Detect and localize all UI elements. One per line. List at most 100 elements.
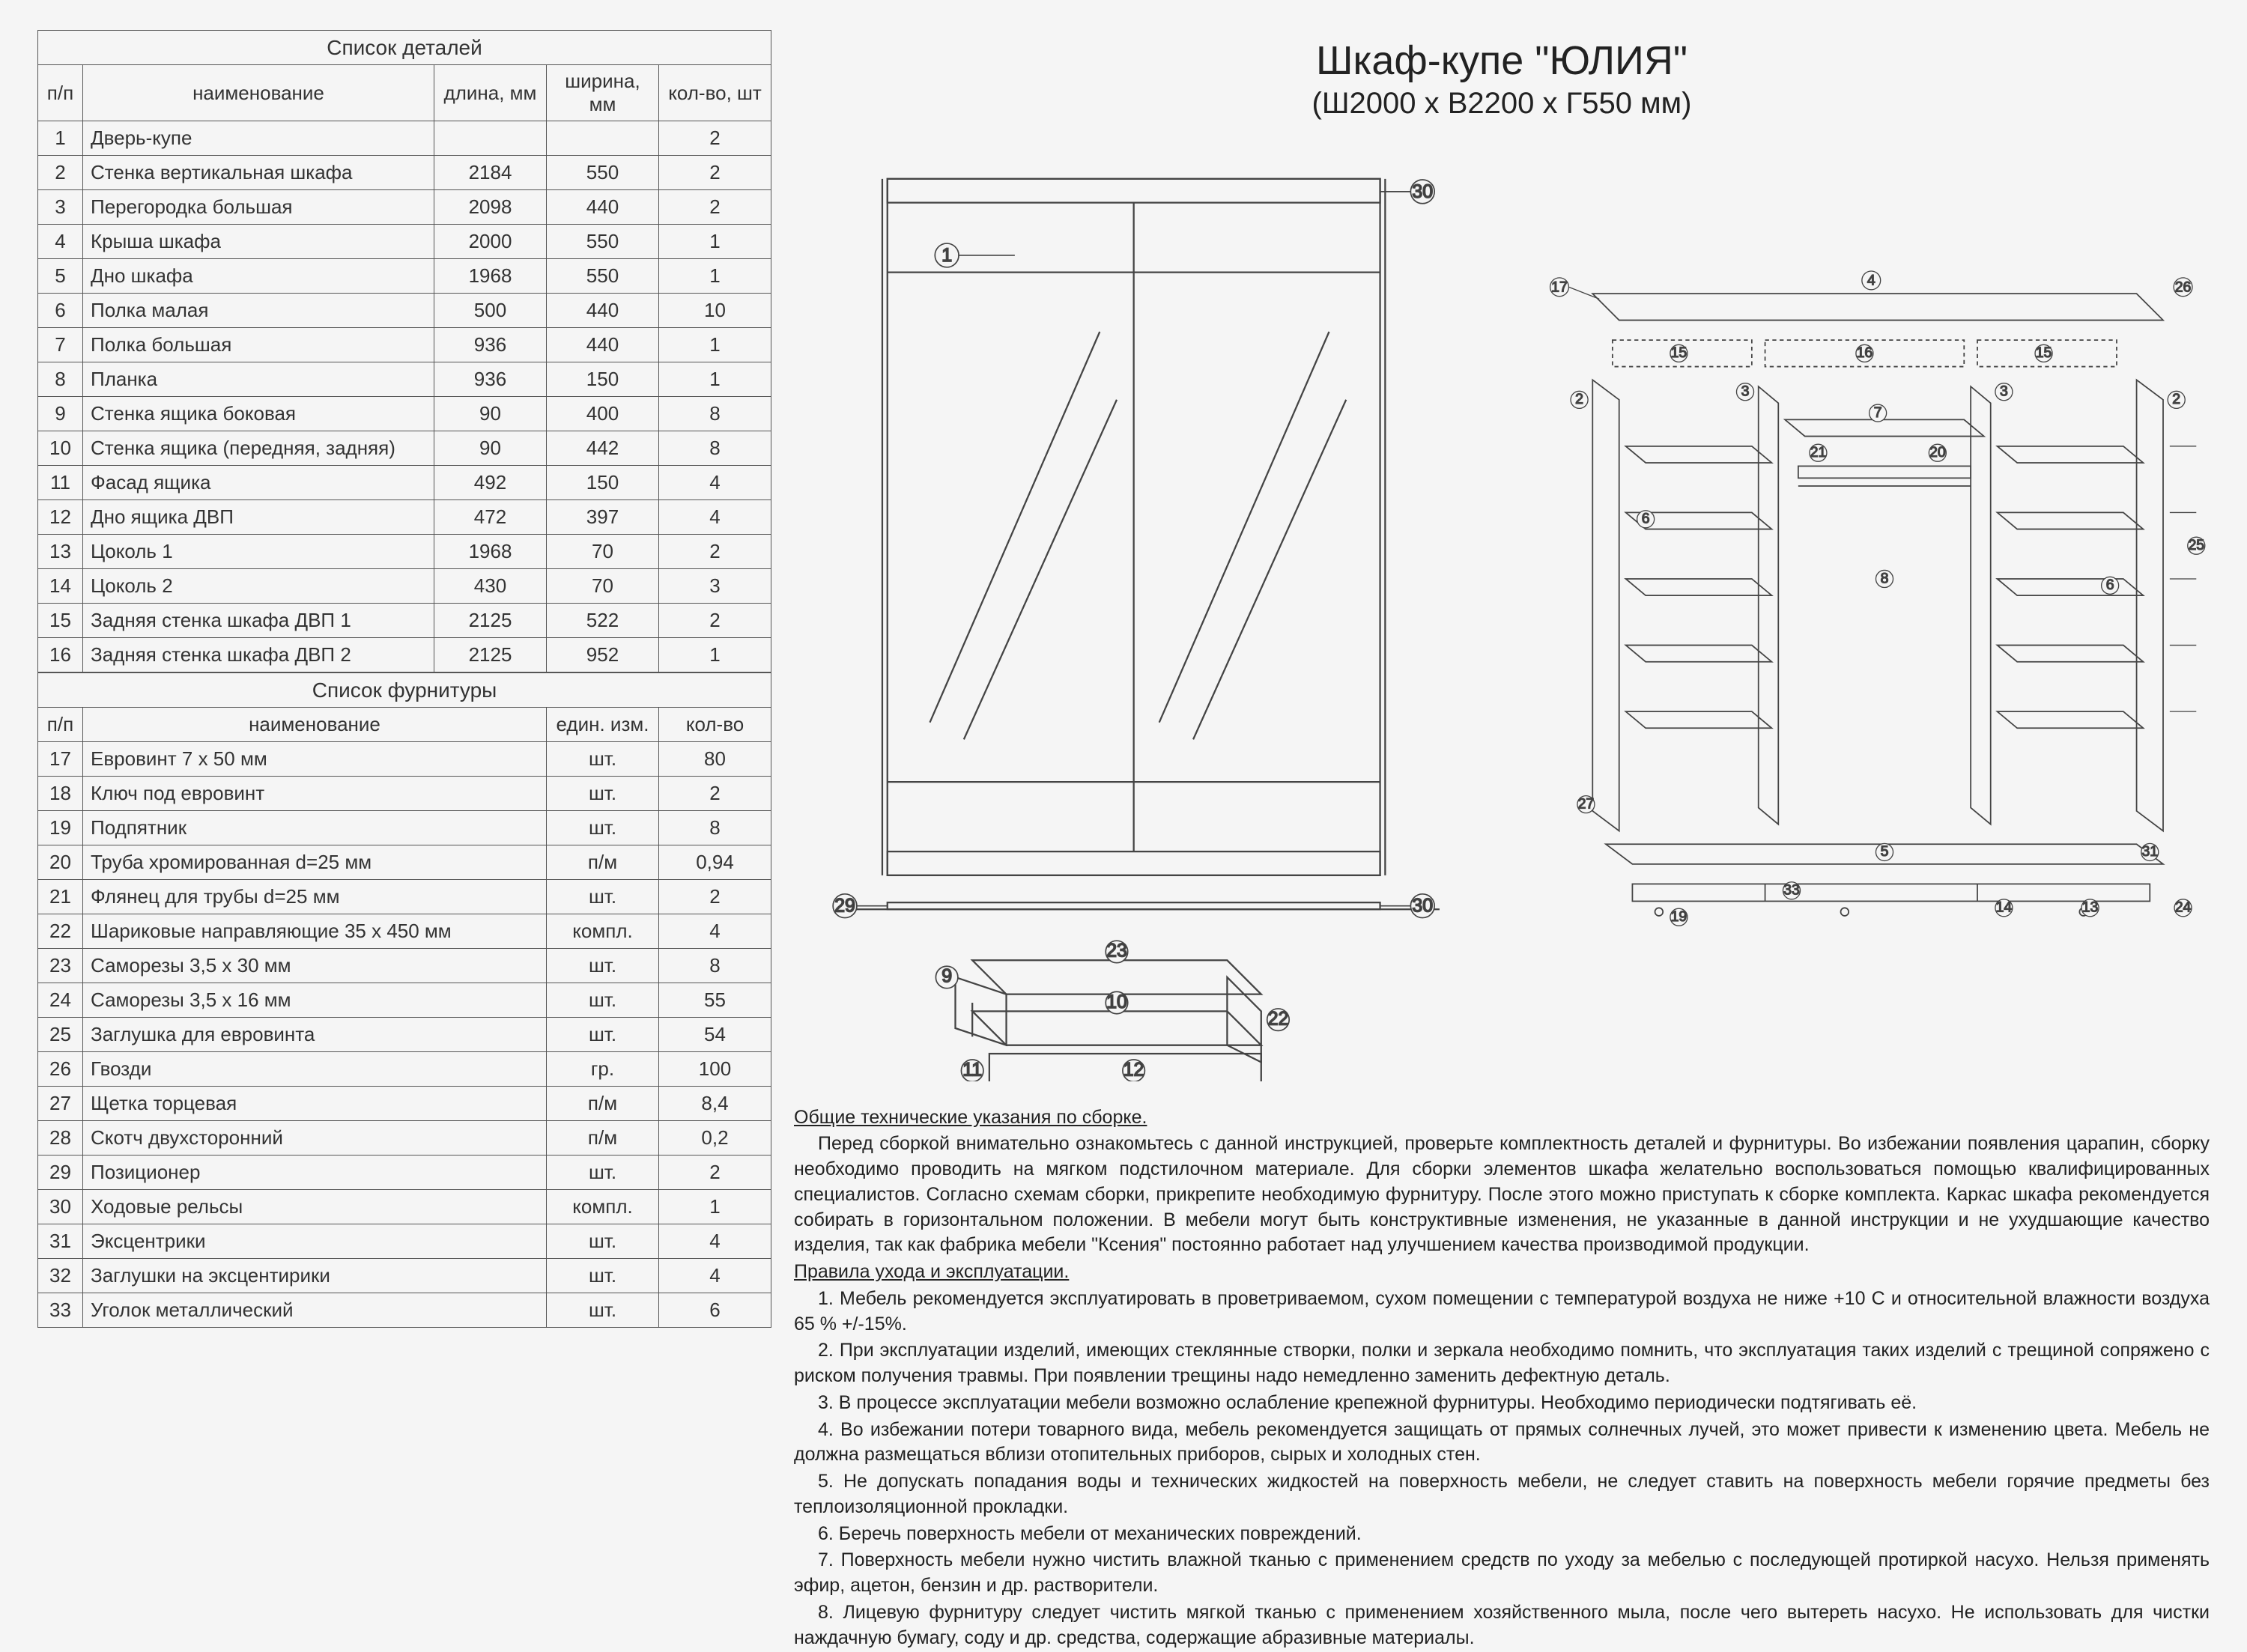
cell-len: 472 <box>434 500 547 535</box>
parts-table: Список деталей п/п наименование длина, м… <box>37 30 771 672</box>
svg-text:20: 20 <box>1929 444 1946 461</box>
cell-qty: 2 <box>659 604 771 638</box>
diagram-zone: 1 30 30 29 9 23 10 11 12 22 <box>794 143 2210 1081</box>
cell-qty: 1 <box>659 1190 771 1224</box>
cell-unit: шт. <box>547 983 659 1018</box>
cell-unit: шт. <box>547 1293 659 1328</box>
table-row: 8Планка9361501 <box>38 362 771 397</box>
cell-wid: 440 <box>547 328 659 362</box>
cell-num: 24 <box>38 983 83 1018</box>
cell-num: 20 <box>38 845 83 880</box>
cell-num: 5 <box>38 259 83 294</box>
table-row: 16Задняя стенка шкафа ДВП 221259521 <box>38 638 771 672</box>
cell-num: 8 <box>38 362 83 397</box>
svg-text:6: 6 <box>1642 511 1650 527</box>
svg-text:3: 3 <box>1741 383 1750 400</box>
cell-len: 936 <box>434 362 547 397</box>
cell-qty: 1 <box>659 362 771 397</box>
cell-len: 500 <box>434 294 547 328</box>
svg-text:3: 3 <box>2000 383 2008 400</box>
cell-num: 12 <box>38 500 83 535</box>
table-row: 15Задняя стенка шкафа ДВП 121255222 <box>38 604 771 638</box>
cell-qty: 10 <box>659 294 771 328</box>
cell-num: 25 <box>38 1018 83 1052</box>
table-row: 26Гвоздигр.100 <box>38 1052 771 1087</box>
title-block: Шкаф-купе "ЮЛИЯ" (Ш2000 х В2200 х Г550 м… <box>794 37 2210 121</box>
cell-wid: 150 <box>547 466 659 500</box>
cell-num: 19 <box>38 811 83 845</box>
cell-unit: шт. <box>547 1259 659 1293</box>
cell-len: 90 <box>434 397 547 431</box>
cell-wid: 440 <box>547 294 659 328</box>
svg-text:22: 22 <box>1268 1008 1289 1029</box>
cell-qty: 3 <box>659 569 771 604</box>
cell-qty: 8 <box>659 431 771 466</box>
svg-text:29: 29 <box>834 896 855 917</box>
instruction-item: 7. Поверхность мебели нужно чистить влаж… <box>794 1548 2210 1599</box>
cell-qty: 8,4 <box>659 1087 771 1121</box>
cell-unit: шт. <box>547 1224 659 1259</box>
cell-len: 90 <box>434 431 547 466</box>
table-row: 30Ходовые рельсыкомпл.1 <box>38 1190 771 1224</box>
table-row: 33Уголок металлическийшт.6 <box>38 1293 771 1328</box>
svg-text:2: 2 <box>2172 391 2180 407</box>
hardware-table: Список фурнитуры п/п наименование един. … <box>37 672 771 1328</box>
cell-name: Планка <box>83 362 434 397</box>
cell-wid: 442 <box>547 431 659 466</box>
cell-name: Дверь-купе <box>83 121 434 156</box>
col-num: п/п <box>38 708 83 742</box>
cell-num: 3 <box>38 190 83 225</box>
table-row: 21Флянец для трубы d=25 ммшт.2 <box>38 880 771 914</box>
right-column: Шкаф-купе "ЮЛИЯ" (Ш2000 х В2200 х Г550 м… <box>794 30 2210 1560</box>
cell-name: Крыша шкафа <box>83 225 434 259</box>
cell-num: 10 <box>38 431 83 466</box>
instruction-item: 1. Мебель рекомендуется эксплуатировать … <box>794 1287 2210 1337</box>
cell-len <box>434 121 547 156</box>
svg-text:30: 30 <box>1412 181 1433 202</box>
table-row: 12Дно ящика ДВП4723974 <box>38 500 771 535</box>
svg-text:16: 16 <box>1857 344 1873 361</box>
cell-qty: 2 <box>659 535 771 569</box>
cell-name: Заглушки на эксцентирики <box>83 1259 547 1293</box>
cell-unit: компл. <box>547 914 659 949</box>
cell-qty: 4 <box>659 1224 771 1259</box>
svg-text:15: 15 <box>1671 344 1687 361</box>
cell-name: Подпятник <box>83 811 547 845</box>
table-row: 24Саморезы 3,5 х 16 ммшт.55 <box>38 983 771 1018</box>
cell-qty: 80 <box>659 742 771 777</box>
cell-name: Перегородка большая <box>83 190 434 225</box>
cell-name: Евровинт 7 х 50 мм <box>83 742 547 777</box>
svg-text:11: 11 <box>962 1060 982 1081</box>
cell-name: Ходовые рельсы <box>83 1190 547 1224</box>
instruction-item: 4. Во избежании потери товарного вида, м… <box>794 1418 2210 1469</box>
cell-qty: 4 <box>659 466 771 500</box>
cell-qty: 2 <box>659 190 771 225</box>
cell-wid: 70 <box>547 535 659 569</box>
cell-qty: 4 <box>659 500 771 535</box>
cell-qty: 55 <box>659 983 771 1018</box>
cell-num: 17 <box>38 742 83 777</box>
instr-heading-2: Правила ухода и эксплуатации. <box>794 1261 1069 1282</box>
cell-wid: 150 <box>547 362 659 397</box>
cell-num: 23 <box>38 949 83 983</box>
table-row: 31Эксцентрикишт.4 <box>38 1224 771 1259</box>
cell-name: Полка малая <box>83 294 434 328</box>
cell-num: 31 <box>38 1224 83 1259</box>
instr-heading-1: Общие технические указания по сборке. <box>794 1107 1147 1128</box>
hw-header-row: п/п наименование един. изм. кол-во <box>38 708 771 742</box>
svg-text:30: 30 <box>1412 896 1433 917</box>
cell-qty: 0,2 <box>659 1121 771 1156</box>
cell-qty: 2 <box>659 121 771 156</box>
instructions-block: Общие технические указания по сборке. Пе… <box>794 1104 2210 1652</box>
cell-wid: 550 <box>547 225 659 259</box>
table-row: 25Заглушка для евровинташт.54 <box>38 1018 771 1052</box>
cell-wid: 400 <box>547 397 659 431</box>
svg-text:7: 7 <box>1874 404 1882 421</box>
tables-column: Список деталей п/п наименование длина, м… <box>37 30 771 1560</box>
cell-num: 29 <box>38 1156 83 1190</box>
svg-text:12: 12 <box>1124 1060 1144 1081</box>
svg-text:8: 8 <box>1881 570 1889 586</box>
hw-caption: Список фурнитуры <box>38 673 771 708</box>
table-row: 4Крыша шкафа20005501 <box>38 225 771 259</box>
cell-len: 936 <box>434 328 547 362</box>
